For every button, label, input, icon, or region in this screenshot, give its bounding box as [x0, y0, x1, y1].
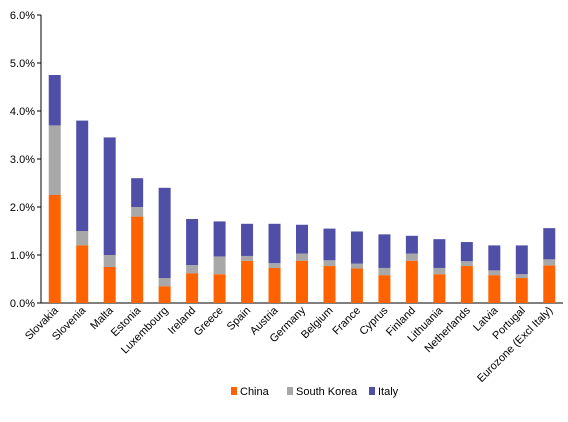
- bar-china: [103, 267, 116, 303]
- legend-label: Italy: [378, 386, 399, 398]
- bars: [48, 75, 556, 303]
- bar-south-korea: [296, 253, 308, 261]
- bar-italy: [76, 120, 89, 231]
- y-tick-label: 0.0%: [10, 298, 35, 310]
- y-tick-label: 2.0%: [10, 202, 35, 214]
- bar-china: [378, 275, 391, 303]
- bar-south-korea: [433, 267, 446, 275]
- y-tick-label: 5.0%: [10, 58, 35, 70]
- bar-italy: [296, 224, 308, 254]
- legend-swatch: [231, 387, 237, 395]
- bar-china: [488, 275, 501, 303]
- x-tick-label: France: [330, 305, 363, 338]
- bar-south-korea: [131, 207, 144, 217]
- bar-china: [460, 266, 473, 303]
- bar-south-korea: [350, 263, 363, 269]
- bar-china: [515, 278, 528, 303]
- bar-china: [213, 274, 226, 303]
- bar-south-korea: [103, 255, 116, 267]
- bar-china: [433, 274, 446, 303]
- bar-south-korea: [158, 278, 171, 287]
- bar-italy: [48, 75, 61, 126]
- bar-italy: [405, 235, 418, 254]
- bar-italy: [158, 187, 171, 279]
- bar-china: [186, 273, 199, 303]
- bar-italy: [433, 239, 446, 268]
- bar-south-korea: [76, 231, 89, 246]
- legend-swatch: [369, 387, 375, 395]
- bar-italy: [488, 245, 501, 271]
- bar-italy: [543, 228, 556, 260]
- bar-china: [241, 260, 254, 303]
- bar-south-korea: [405, 253, 418, 261]
- bar-south-korea: [186, 265, 199, 274]
- bar-south-korea: [268, 263, 281, 268]
- bar-china: [76, 245, 89, 303]
- bar-china: [158, 286, 171, 303]
- bar-china: [323, 266, 336, 303]
- y-tick-label: 6.0%: [10, 10, 35, 22]
- bar-china: [131, 216, 144, 303]
- legend-label: South Korea: [296, 386, 358, 398]
- bar-south-korea: [515, 274, 528, 279]
- legend: China South Korea Italy: [231, 386, 399, 398]
- bar-italy: [186, 219, 199, 266]
- bar-italy: [378, 234, 391, 268]
- bar-china: [543, 265, 556, 303]
- bar-italy: [323, 228, 336, 261]
- bar-south-korea: [543, 259, 556, 266]
- bar-china: [48, 195, 61, 303]
- bar-china: [296, 260, 308, 303]
- bar-south-korea: [488, 270, 501, 276]
- bar-italy: [515, 245, 528, 275]
- bar-italy: [103, 137, 116, 255]
- bar-south-korea: [213, 256, 226, 275]
- bar-china: [268, 267, 281, 303]
- bar-italy: [213, 221, 226, 257]
- legend-swatch: [287, 387, 293, 395]
- y-axis-ticks: 0.0% 1.0% 2.0% 3.0% 4.0% 5.0% 6.0%: [10, 10, 41, 310]
- bar-italy: [268, 223, 281, 264]
- bar-china: [405, 260, 418, 303]
- bar-italy: [350, 231, 363, 264]
- legend-label: China: [240, 386, 270, 398]
- bar-italy: [131, 178, 144, 207]
- y-tick-label: 1.0%: [10, 250, 35, 262]
- bar-south-korea: [323, 260, 336, 267]
- bar-italy: [241, 223, 254, 256]
- bar-south-korea: [378, 267, 391, 276]
- x-tick-label: Greece: [192, 305, 226, 339]
- bar-south-korea: [460, 261, 473, 267]
- y-tick-label: 3.0%: [10, 154, 35, 166]
- bar-italy: [460, 242, 473, 262]
- y-tick-label: 4.0%: [10, 106, 35, 118]
- bar-china: [350, 268, 363, 303]
- bar-south-korea: [241, 255, 254, 261]
- bar-south-korea: [48, 125, 61, 195]
